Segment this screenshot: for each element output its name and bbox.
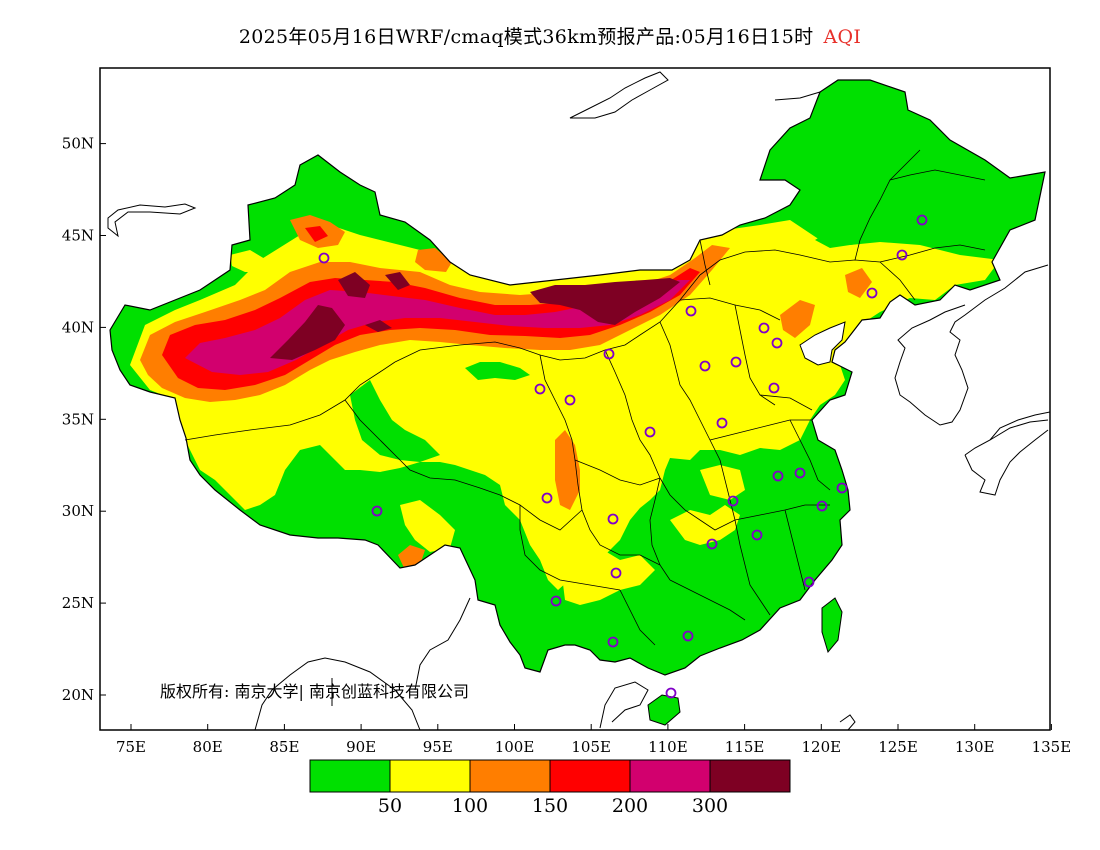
lat-tick-label: 45N [62,227,94,245]
legend-label: 200 [612,795,648,817]
city-marker [716,417,728,429]
lon-tick-label: 85E [269,738,299,756]
legend-swatch [549,759,631,793]
city-marker [699,360,711,372]
city-marker [727,495,739,507]
city-marker [772,470,784,482]
lat-tick-label: 25N [62,594,94,612]
map-variable-label: AQI [823,26,862,48]
city-marker [665,687,677,699]
city-marker [644,426,656,438]
city-marker [534,383,546,395]
legend-label: 50 [378,795,402,817]
taiwan-island [821,597,843,654]
lat-tick-label: 20N [62,686,94,704]
longitude-axis: 75E 80E 85E 90E 95E 100E 105E 110E 115E 120E 125E 1… [116,724,1071,756]
city-marker [896,249,908,261]
aqi-legend: 50 100 150 200 300 [309,759,791,817]
legend-label: 100 [452,795,488,817]
lon-tick-label: 115E [725,738,765,756]
city-marker [607,513,619,525]
lon-tick-label: 95E [423,738,453,756]
city-marker [836,482,848,494]
city-markers [318,214,928,699]
lon-tick-label: 75E [116,738,146,756]
legend-swatch [469,759,551,793]
latitude-axis: 20N 25N 30N 35N 40N 45N 50N [62,135,106,704]
lat-tick-label: 35N [62,410,94,428]
legend-swatch [709,759,791,793]
lat-tick-label: 30N [62,502,94,520]
city-marker [794,467,806,479]
city-marker [607,636,619,648]
map-title: 2025年05月16日WRF/cmaq模式36km预报产品:05月16日15时 A… [0,22,1100,49]
lon-tick-label: 120E [802,738,842,756]
city-marker [916,214,928,226]
legend-label: 150 [532,795,568,817]
city-marker [803,576,815,588]
city-marker [751,529,763,541]
bohai-sea [799,321,846,366]
lat-tick-label: 50N [62,135,94,153]
legend-swatch [389,759,471,793]
hainan-island [647,694,681,726]
city-marker [541,492,553,504]
lat-tick-label: 40N [62,318,94,336]
city-marker [371,505,383,517]
legend-swatch [309,759,391,793]
lon-tick-label: 100E [495,738,535,756]
city-marker [730,356,742,368]
city-marker [706,538,718,550]
city-marker [768,382,780,394]
city-marker [758,322,770,334]
city-marker [816,500,828,512]
map-title-text: 2025年05月16日WRF/cmaq模式36km预报产品:05月16日15时 [238,26,814,48]
lon-tick-label: 135E [1032,738,1072,756]
lon-tick-label: 110E [648,738,688,756]
copyright-text: 版权所有: 南京大学| 南京创蓝科技有限公司 [160,682,469,701]
city-marker [603,348,615,360]
legend-label: 300 [692,795,728,817]
lon-tick-label: 80E [193,738,223,756]
lon-tick-label: 125E [878,738,918,756]
lon-tick-label: 130E [955,738,995,756]
city-marker [771,337,783,349]
province-borders [184,149,986,646]
lon-tick-label: 90E [346,738,376,756]
city-marker [318,252,330,264]
neighbor-coastlines [107,71,1050,730]
lon-tick-label: 105E [571,738,611,756]
city-marker [682,630,694,642]
city-marker [866,287,878,299]
city-marker [550,595,562,607]
city-marker [610,567,622,579]
china-border [109,79,1046,676]
legend-swatch [629,759,711,793]
city-marker [685,305,697,317]
city-marker [564,394,576,406]
